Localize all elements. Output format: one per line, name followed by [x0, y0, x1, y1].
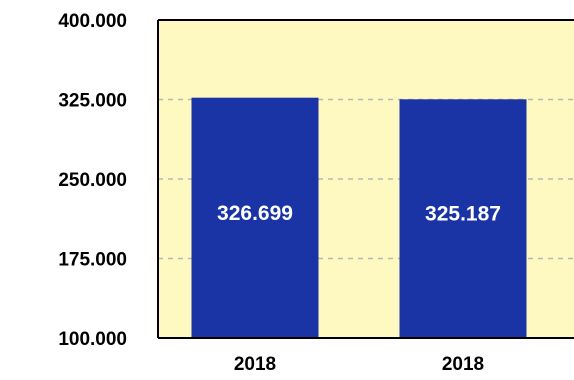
x-tick-label: 2018 — [442, 354, 484, 375]
axes — [157, 19, 574, 339]
x-axis-ticks: 2018 2018 — [234, 354, 484, 375]
bar — [399, 99, 527, 338]
x-tick-label: 2018 — [234, 354, 276, 375]
bar — [191, 97, 319, 338]
y-tick-label: 325.000 — [58, 91, 127, 112]
data-labels: 326.699 325.187 — [217, 202, 501, 226]
bars — [191, 97, 527, 338]
data-label: 325.187 — [425, 203, 501, 226]
data-label: 326.699 — [217, 202, 293, 225]
y-axis-ticks: 100.000 175.000 250.000 325.000 400.000 — [58, 11, 127, 350]
y-tick-label: 175.000 — [58, 250, 127, 271]
y-tick-label: 250.000 — [58, 170, 127, 191]
y-tick-label: 400.000 — [58, 11, 127, 32]
y-tick-label: 100.000 — [58, 329, 127, 350]
